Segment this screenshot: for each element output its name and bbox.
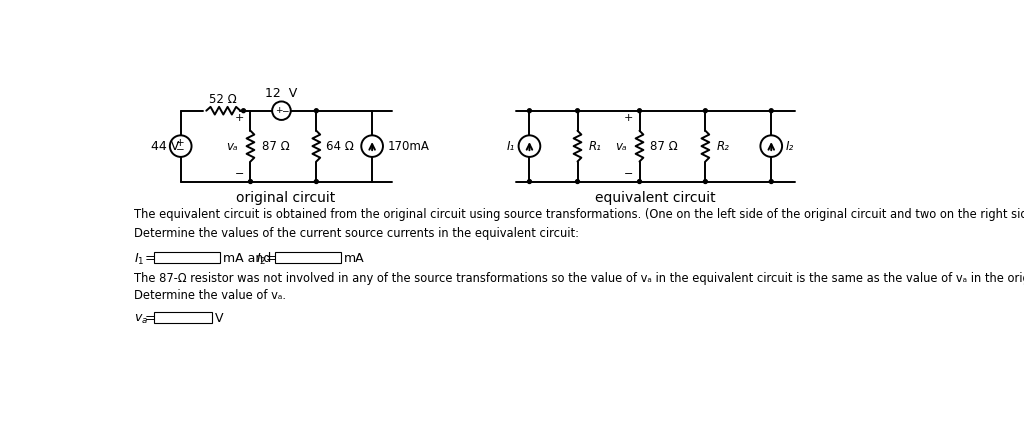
Circle shape — [249, 180, 252, 184]
Text: R₁: R₁ — [589, 140, 601, 153]
Text: +: + — [274, 106, 282, 115]
Circle shape — [527, 180, 531, 184]
Text: 170mA: 170mA — [388, 140, 429, 153]
Text: =: = — [266, 252, 276, 265]
Text: The equivalent circuit is obtained from the original circuit using source transf: The equivalent circuit is obtained from … — [134, 208, 1024, 222]
Circle shape — [575, 180, 580, 184]
Text: The 87-Ω resistor was not involved in any of the source transformations so the v: The 87-Ω resistor was not involved in an… — [134, 272, 1024, 284]
Text: $I_1$: $I_1$ — [134, 252, 144, 268]
Text: 52 Ω: 52 Ω — [210, 93, 238, 106]
Text: 87 Ω: 87 Ω — [262, 140, 290, 153]
Text: +: + — [624, 114, 633, 123]
Circle shape — [703, 180, 708, 184]
Text: vₐ: vₐ — [615, 140, 627, 153]
Text: mA and: mA and — [222, 252, 270, 265]
Circle shape — [314, 109, 318, 113]
Circle shape — [527, 109, 531, 113]
Text: Determine the values of the current source currents in the equivalent circuit:: Determine the values of the current sour… — [134, 227, 580, 240]
Text: −: − — [176, 145, 185, 155]
Text: R₂: R₂ — [716, 140, 729, 153]
Text: vₐ: vₐ — [226, 140, 238, 153]
Text: 87 Ω: 87 Ω — [649, 140, 677, 153]
Text: 44 V: 44 V — [152, 140, 179, 153]
Text: +: + — [176, 138, 185, 148]
Circle shape — [638, 180, 641, 184]
Text: V: V — [215, 312, 223, 325]
FancyBboxPatch shape — [275, 252, 341, 263]
Circle shape — [769, 109, 773, 113]
Text: equivalent circuit: equivalent circuit — [595, 192, 716, 206]
Text: 12  V: 12 V — [265, 87, 298, 100]
Text: =: = — [145, 312, 156, 325]
Circle shape — [314, 180, 318, 184]
Text: original circuit: original circuit — [237, 192, 336, 206]
Text: −: − — [624, 169, 633, 179]
Text: −: − — [281, 106, 289, 115]
Text: −: − — [234, 169, 245, 179]
Text: 64 Ω: 64 Ω — [327, 140, 354, 153]
FancyBboxPatch shape — [155, 252, 220, 263]
Circle shape — [575, 109, 580, 113]
Circle shape — [769, 180, 773, 184]
Circle shape — [703, 109, 708, 113]
Text: I₁: I₁ — [507, 140, 515, 153]
Text: Determine the value of vₐ.: Determine the value of vₐ. — [134, 289, 286, 302]
Text: =: = — [145, 252, 156, 265]
Text: $v_a$: $v_a$ — [134, 312, 148, 325]
FancyBboxPatch shape — [155, 312, 212, 323]
Text: +: + — [234, 114, 245, 123]
Circle shape — [242, 109, 246, 113]
Text: $I_2$: $I_2$ — [256, 252, 266, 268]
Text: mA: mA — [343, 252, 365, 265]
Text: I₂: I₂ — [786, 140, 795, 153]
Circle shape — [638, 109, 641, 113]
